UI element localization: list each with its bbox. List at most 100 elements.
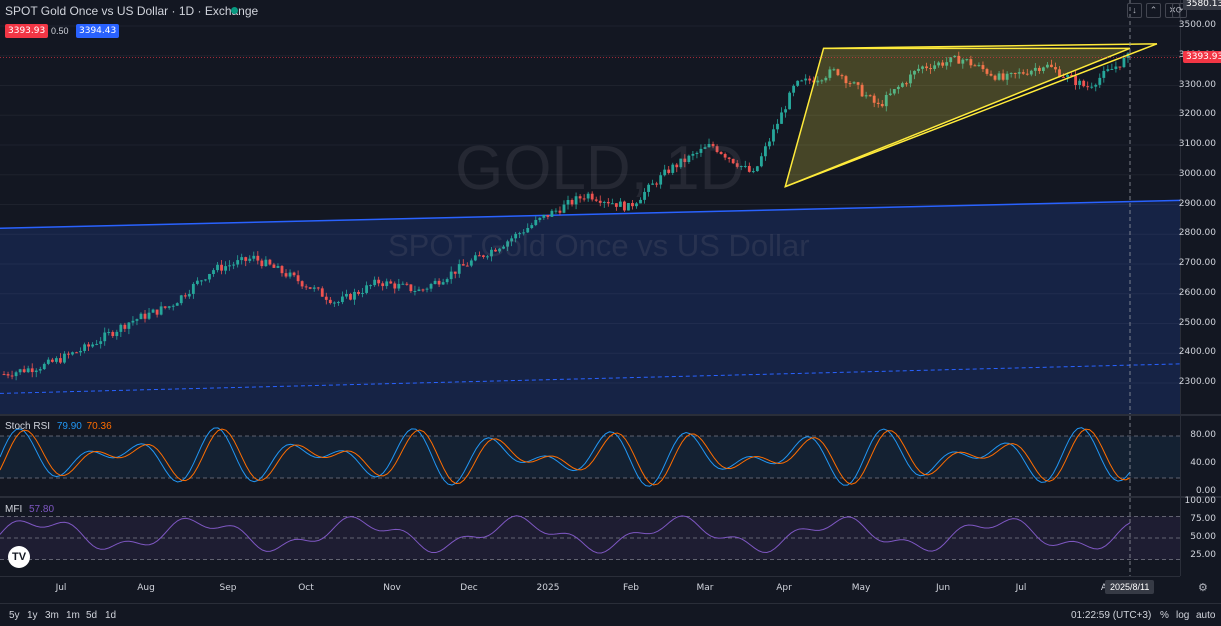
mfi-tick: 100.00 <box>1184 496 1217 506</box>
candle-body <box>1037 67 1041 71</box>
settings-icon[interactable]: ⚙ <box>1198 582 1208 594</box>
mfi-line <box>0 515 1131 554</box>
timeframe-5d[interactable]: 5d <box>86 610 98 621</box>
candle-body <box>957 55 961 64</box>
candle-body <box>836 69 840 76</box>
candle-body <box>679 158 683 168</box>
price-axis[interactable]: ⟳ 3500.003400.003300.003200.003100.00300… <box>1172 0 1221 576</box>
candle-body <box>30 368 34 373</box>
candle-body <box>10 375 14 377</box>
candle-body <box>643 191 646 200</box>
candle-body <box>264 259 268 267</box>
price-tick: 3300.00 <box>1178 79 1216 90</box>
chart-title: SPOT Gold Once vs US Dollar · 1D · Excha… <box>5 4 259 18</box>
stoch-rsi-panel[interactable]: Stoch RSI 79.90 70.36 <box>0 416 1180 496</box>
timeframe-1d[interactable]: 1d <box>105 610 117 621</box>
candle-body <box>332 302 336 304</box>
candle-body <box>558 210 562 213</box>
tradingview-logo[interactable]: TV <box>8 546 30 568</box>
candle-body <box>75 352 78 354</box>
rsi-tick: 40.00 <box>1190 458 1216 468</box>
candle-body <box>796 80 800 86</box>
candle-body <box>1066 74 1069 78</box>
candle-body <box>195 280 199 284</box>
collapse-icon[interactable]: ⌃ <box>1146 3 1161 18</box>
candle-body <box>453 271 457 274</box>
triangle-support-line <box>784 43 1158 188</box>
candle-body <box>880 103 884 107</box>
mfi-panel[interactable]: MFI 57.80 <box>0 498 1180 576</box>
candle-body <box>179 295 183 304</box>
candle-body <box>647 184 650 192</box>
candle-body <box>1041 67 1045 71</box>
mfi-chart[interactable] <box>0 498 1180 576</box>
candle-body <box>945 62 949 66</box>
timeframe-3m[interactable]: 3m <box>45 610 59 621</box>
candle-body <box>469 260 473 266</box>
candle-body <box>876 102 880 104</box>
panel-separator[interactable] <box>0 414 1221 416</box>
candle-body <box>26 368 30 373</box>
clock[interactable]: 01:22:59 (UTC+3) <box>1071 610 1152 621</box>
log-toggle[interactable]: log <box>1176 610 1190 621</box>
candle-body <box>316 287 320 289</box>
price-tick: 3000.00 <box>1178 168 1216 179</box>
price-tick: 2400.00 <box>1178 347 1216 358</box>
price-chart[interactable] <box>0 0 1181 414</box>
panel-separator[interactable] <box>0 496 1221 498</box>
candle-body <box>872 95 876 103</box>
candle-body <box>461 264 465 266</box>
candle-body <box>961 59 965 64</box>
timeframe-1m[interactable]: 1m <box>66 610 80 621</box>
candle-body <box>377 279 381 284</box>
candle-body <box>824 77 828 81</box>
time-axis[interactable]: Jul Aug Sep Oct Nov Dec 2025 Feb Mar Apr May Jun Jul… <box>0 576 1180 604</box>
candle-body <box>433 280 437 285</box>
candle-body <box>711 143 715 147</box>
candle-body <box>776 123 779 130</box>
candle-body <box>864 95 868 97</box>
candle-body <box>63 353 66 363</box>
candle-body <box>764 146 767 157</box>
ask-price[interactable]: 3394.43 <box>76 24 120 38</box>
candle-body <box>546 214 550 217</box>
candle-body <box>1017 72 1021 74</box>
refresh-icon[interactable]: ⟳ <box>1172 3 1187 18</box>
timeframe-5y[interactable]: 5y <box>9 610 20 621</box>
time-tick: Apr <box>776 583 792 593</box>
candle-body <box>46 359 50 364</box>
candle-body <box>937 62 941 66</box>
candle-body <box>357 291 360 294</box>
candle-body <box>135 319 139 321</box>
candle-body <box>1050 64 1053 68</box>
candle-body <box>131 320 135 323</box>
percent-toggle[interactable]: % <box>1160 610 1169 621</box>
price-panel[interactable]: GOLD, 1D SPOT Gold Once vs US Dollar SPO… <box>0 0 1181 414</box>
candle-body <box>973 65 977 67</box>
candle-body <box>989 73 993 76</box>
candle-body <box>477 255 481 257</box>
arrow-down-icon[interactable]: ↓ <box>1127 3 1142 18</box>
candle-body <box>614 203 618 207</box>
candle-body <box>832 69 836 71</box>
timeframe-1y[interactable]: 1y <box>27 610 38 621</box>
candle-body <box>465 265 469 267</box>
candle-body <box>542 214 546 218</box>
candle-body <box>232 264 236 266</box>
candle-body <box>925 66 928 69</box>
candle-body <box>115 331 119 337</box>
candle-body <box>631 203 634 207</box>
bid-price[interactable]: 3393.93 <box>5 24 49 38</box>
auto-toggle[interactable]: auto <box>1196 610 1216 621</box>
candle-body <box>34 370 38 373</box>
candle-body <box>256 255 260 261</box>
stoch-rsi-chart[interactable] <box>0 416 1180 496</box>
candle-body <box>38 369 42 371</box>
candle-body <box>1122 58 1126 68</box>
rsi-tick: 0.00 <box>1195 486 1216 496</box>
candle-body <box>304 286 308 288</box>
candle-body <box>1033 67 1037 71</box>
candle-body <box>651 183 655 185</box>
candle-body <box>409 284 413 292</box>
candle-body <box>159 306 163 315</box>
